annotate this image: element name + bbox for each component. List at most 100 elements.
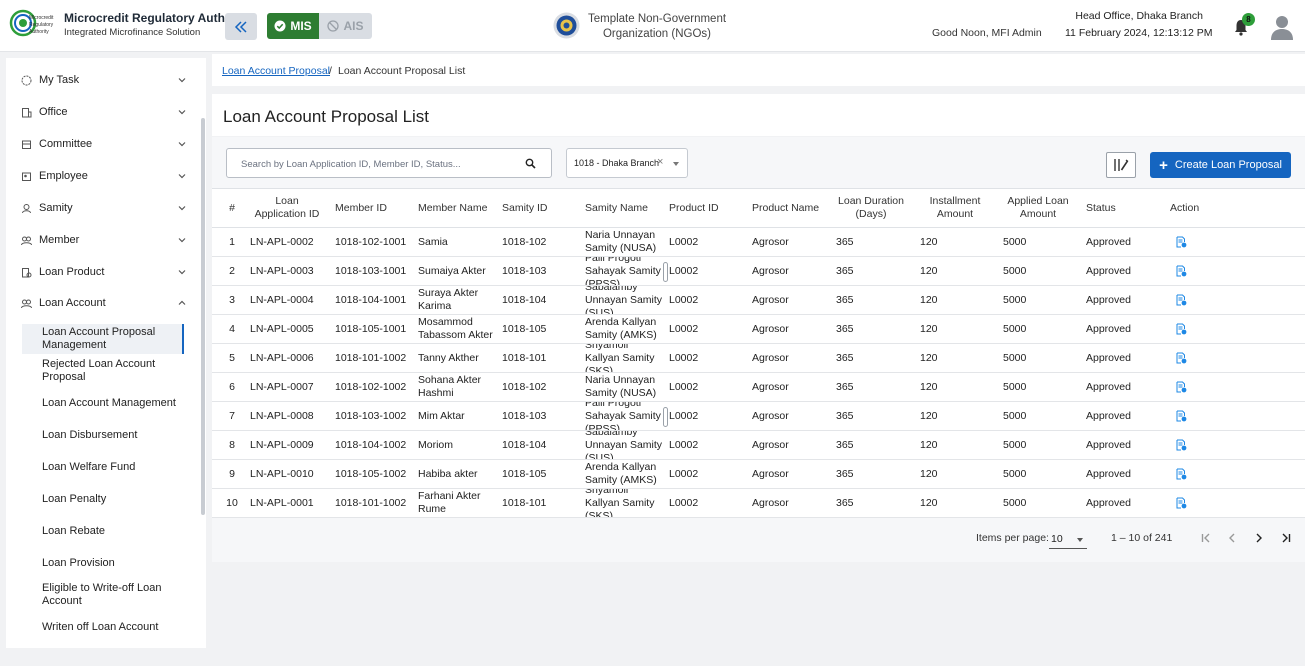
check-circle-icon: [274, 20, 286, 32]
cell-loan-duration: 365: [836, 228, 906, 256]
loan-product-icon: [22, 267, 32, 277]
cell-status-text: Approved: [1086, 264, 1131, 277]
cell-samity-name: Naria Unnayan Samity (NUSA): [585, 228, 663, 256]
table-body: 1 LN-APL-0002 1018-102-1001 Samia 1018-102 Na…: [212, 228, 1305, 518]
loan-proposal-table: # Loan Application ID Member ID Member N…: [212, 188, 1305, 518]
row-action-button[interactable]: [1176, 373, 1206, 401]
cell-index-text: 3: [229, 293, 235, 306]
row-action-button[interactable]: [1176, 315, 1206, 343]
cell-installment-amount: 120: [920, 315, 990, 343]
page-title: Loan Account Proposal List: [223, 107, 430, 126]
cell-status-text: Approved: [1086, 467, 1131, 480]
cell-member-id-text: 1018-105-1002: [335, 467, 407, 480]
column-settings-button[interactable]: [1106, 152, 1136, 178]
sidebar-subitem-loan-account-management[interactable]: Loan Account Management: [22, 388, 184, 418]
first-page-button[interactable]: [1198, 530, 1214, 546]
cell-samity-id-text: 1018-101: [502, 351, 547, 364]
cell-loan-duration-text: 365: [836, 293, 854, 306]
cell-installment-amount-text: 120: [920, 438, 938, 451]
cell-product-name: Agrosor: [752, 402, 832, 430]
clear-icon[interactable]: ×: [657, 156, 664, 168]
sidebar-item-label: Office: [39, 106, 68, 118]
ais-toggle-button[interactable]: AIS: [319, 13, 372, 39]
cell-member-name: Moriom: [418, 431, 500, 459]
sidebar-item-member[interactable]: Member: [6, 225, 200, 255]
row-action-button[interactable]: [1176, 460, 1206, 488]
cell-member-id-text: 1018-101-1002: [335, 496, 407, 509]
last-page-icon: [1282, 533, 1291, 543]
chevron-up-icon: [178, 300, 186, 305]
sidebar-subitem-loan-disbursement[interactable]: Loan Disbursement: [22, 420, 184, 450]
brand-subtitle: Integrated Microfinance Solution: [64, 27, 201, 38]
last-page-button[interactable]: [1278, 530, 1294, 546]
cell-scroll-indicator[interactable]: [663, 262, 668, 282]
sidebar-subitem-label: Loan Rebate: [42, 524, 105, 537]
cell-member-id: 1018-105-1002: [335, 460, 415, 488]
sidebar-item-employee[interactable]: Employee: [6, 161, 200, 191]
cell-member-name-text: Sumaiya Akter: [418, 264, 486, 277]
sidebar-item-samity[interactable]: Samity: [6, 193, 200, 223]
cell-index-text: 6: [229, 380, 235, 393]
cell-loan-duration-text: 365: [836, 438, 854, 451]
create-loan-proposal-button[interactable]: + Create Loan Proposal: [1150, 152, 1291, 178]
sidebar-subitem-loan-penalty[interactable]: Loan Penalty: [22, 484, 184, 514]
sidebar-subitem-writen-off-loan-account[interactable]: Writen off Loan Account: [22, 612, 184, 642]
cell-member-id: 1018-103-1002: [335, 402, 415, 430]
cell-installment-amount: 120: [920, 460, 990, 488]
loan-account-icon: [21, 299, 32, 308]
cell-product-name: Agrosor: [752, 257, 832, 285]
cell-installment-amount: 120: [920, 257, 990, 285]
sidebar-subitem-loan-account-proposal-management[interactable]: Loan Account Proposal Management: [22, 324, 184, 354]
next-page-button[interactable]: [1251, 530, 1267, 546]
cell-index-text: 10: [226, 496, 238, 509]
cell-product-name: Agrosor: [752, 344, 832, 372]
cell-index-text: 5: [229, 351, 235, 364]
notification-count-badge: 8: [1242, 13, 1255, 26]
edit-document-icon: [1176, 468, 1187, 480]
branch-select[interactable]: 1018 - Dhaka Branch ×: [566, 148, 688, 178]
cell-applied-loan-amount: 5000: [1003, 228, 1073, 256]
row-action-button[interactable]: [1176, 489, 1206, 517]
row-action-button[interactable]: [1176, 431, 1206, 459]
sidebar-item-loan-product[interactable]: Loan Product: [6, 257, 200, 287]
dropdown-arrow-icon[interactable]: [673, 162, 679, 166]
sidebar-item-committee[interactable]: Committee: [6, 129, 200, 159]
collapse-sidebar-button[interactable]: [225, 13, 257, 40]
cell-product-name-text: Agrosor: [752, 496, 789, 509]
cell-loan-application-id-text: LN-APL-0009: [250, 438, 314, 451]
cell-member-name-text: Tanny Akther: [418, 351, 479, 364]
sidebar-subitem-loan-rebate[interactable]: Loan Rebate: [22, 516, 184, 546]
sidebar-subitem-eligible-to-write-off[interactable]: Eligible to Write-off Loan Account: [22, 580, 184, 610]
table-row: 4 LN-APL-0005 1018-105-1001 Mosammod Tabass…: [212, 315, 1305, 344]
cell-product-id-text: L0002: [669, 293, 699, 306]
sidebar-item-office[interactable]: Office: [6, 97, 200, 127]
cell-member-id-text: 1018-104-1001: [335, 293, 407, 306]
sidebar-subitem-rejected-loan-account-proposal[interactable]: Rejected Loan Account Proposal: [22, 356, 184, 386]
row-action-button[interactable]: [1176, 228, 1206, 256]
cell-product-name-text: Agrosor: [752, 264, 789, 277]
breadcrumb-link-loan-account-proposal[interactable]: Loan Account Proposal: [222, 65, 330, 77]
user-avatar-icon[interactable]: [1270, 14, 1294, 40]
sidebar-scrollbar[interactable]: [201, 118, 205, 515]
cell-samity-name: Naria Unnayan Samity (NUSA): [585, 373, 663, 401]
row-action-button[interactable]: [1176, 344, 1206, 372]
cell-member-name-text: Suraya Akter Karima: [418, 287, 479, 312]
cell-scroll-indicator[interactable]: [663, 407, 668, 427]
cell-index: 10: [224, 489, 240, 517]
sidebar-subitem-loan-welfare-fund[interactable]: Loan Welfare Fund: [22, 452, 184, 482]
row-action-button[interactable]: [1176, 257, 1206, 285]
cell-loan-duration: 365: [836, 315, 906, 343]
column-header-loan-application-id: Loan Application ID: [254, 195, 320, 220]
mis-toggle-button[interactable]: MIS: [267, 13, 319, 39]
cell-member-name: Sohana Akter Hashmi: [418, 373, 500, 401]
previous-page-button[interactable]: [1224, 530, 1240, 546]
sidebar-item-my-task[interactable]: My Task: [6, 65, 200, 95]
sidebar-subitem-loan-provision[interactable]: Loan Provision: [22, 548, 184, 578]
search-input[interactable]: [241, 156, 511, 172]
search-icon[interactable]: [525, 158, 536, 169]
sidebar-item-loan-account[interactable]: Loan Account: [6, 288, 200, 318]
row-action-button[interactable]: [1176, 402, 1206, 430]
page-size-select[interactable]: 10: [1049, 529, 1087, 549]
cell-member-name-text: Mim Aktar: [418, 409, 465, 422]
row-action-button[interactable]: [1176, 286, 1206, 314]
